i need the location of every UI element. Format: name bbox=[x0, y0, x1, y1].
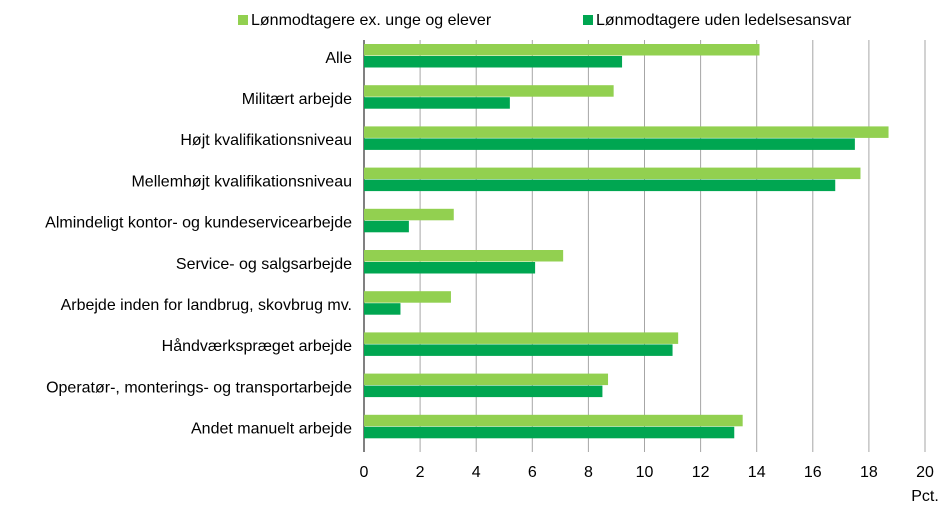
x-tick-label: 14 bbox=[748, 464, 766, 481]
y-tick-label: Andet manuelt arbejde bbox=[191, 421, 352, 438]
bar bbox=[364, 303, 401, 315]
x-tick-label: 16 bbox=[804, 464, 822, 481]
y-tick-label: Mellemhøjt kvalifikationsniveau bbox=[131, 173, 352, 190]
y-tick-label: Alle bbox=[325, 50, 352, 67]
bar bbox=[364, 126, 889, 138]
legend-swatch bbox=[238, 15, 248, 25]
bar bbox=[364, 56, 623, 68]
legend-label: Lønmodtagere ex. unge og elever bbox=[251, 12, 492, 29]
x-tick-label: 6 bbox=[528, 464, 537, 481]
bar bbox=[364, 426, 735, 439]
bar bbox=[364, 250, 564, 262]
y-tick-label: Almindeligt kontor- og kundeservicearbej… bbox=[45, 215, 352, 232]
bar bbox=[364, 44, 760, 56]
y-tick-label: Arbejde inden for landbrug, skovbrug mv. bbox=[61, 297, 352, 314]
bar bbox=[364, 414, 743, 427]
y-tick-label: Operatør-, monterings- og transportarbej… bbox=[46, 379, 352, 396]
x-tick-label: 20 bbox=[916, 464, 934, 481]
y-tick-label: Militært arbejde bbox=[242, 91, 352, 108]
bar bbox=[364, 220, 409, 233]
bar bbox=[364, 291, 451, 303]
bar bbox=[364, 138, 855, 150]
bar bbox=[364, 332, 679, 344]
y-tick-label: Håndværkspræget arbejde bbox=[162, 337, 352, 355]
x-tick-label: 0 bbox=[360, 464, 369, 481]
x-tick-label: 8 bbox=[584, 464, 593, 481]
y-tick-label: Service- og salgsarbejde bbox=[176, 256, 352, 273]
bar bbox=[364, 373, 609, 386]
x-tick-label: 12 bbox=[692, 464, 710, 481]
legend-swatch bbox=[583, 15, 593, 25]
bar bbox=[364, 385, 603, 398]
bar bbox=[364, 262, 536, 274]
bar bbox=[364, 208, 454, 221]
x-tick-label: 10 bbox=[636, 464, 654, 481]
x-tick-label: 4 bbox=[472, 464, 481, 481]
x-axis-label: Pct. bbox=[911, 488, 939, 505]
legend-label: Lønmodtagere uden ledelsesansvar bbox=[596, 12, 852, 29]
y-tick-label: Højt kvalifikationsniveau bbox=[180, 132, 352, 149]
x-tick-label: 2 bbox=[416, 464, 425, 481]
bar bbox=[364, 179, 836, 192]
bar bbox=[364, 97, 510, 109]
bar bbox=[364, 167, 861, 180]
bar bbox=[364, 85, 614, 97]
bar bbox=[364, 344, 673, 356]
x-tick-label: 18 bbox=[860, 464, 878, 481]
